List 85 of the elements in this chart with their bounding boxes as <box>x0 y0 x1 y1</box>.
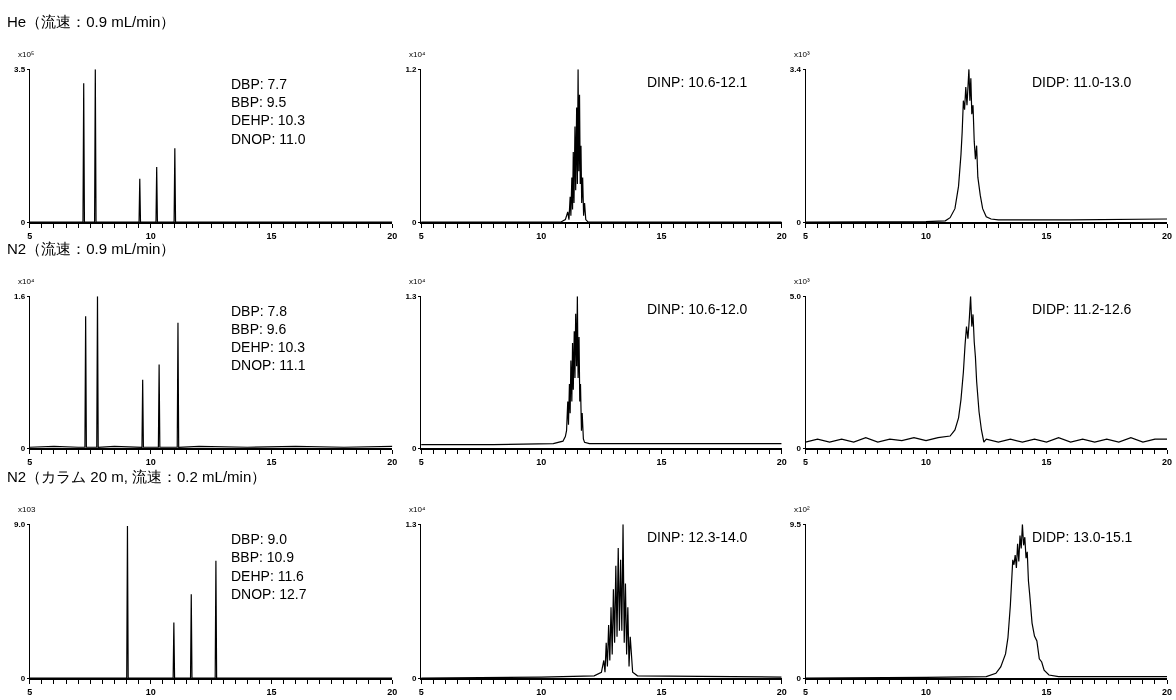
x-tick-label: 5 <box>27 230 33 241</box>
y-axis-title: x103 <box>18 505 36 514</box>
annotation: DIDP: 11.0-13.0 <box>1032 74 1132 90</box>
x-tick-label: 10 <box>536 230 547 241</box>
chart-title: N2（流速：0.9 mL/min） <box>7 240 176 257</box>
x-tick-label: 15 <box>656 456 667 467</box>
x-tick-label: 15 <box>656 686 667 697</box>
x-tick-label: 20 <box>1162 456 1173 467</box>
annotation: BBP: 9.6 <box>231 321 287 337</box>
x-tick-label: 20 <box>776 230 787 241</box>
x-tick-label: 15 <box>1041 230 1052 241</box>
y-tick-label: 0 <box>20 217 26 227</box>
y-axis-title: x10⁴ <box>409 50 426 59</box>
x-tick-label: 10 <box>536 686 547 697</box>
x-tick-label: 5 <box>418 230 424 241</box>
annotation: DBP: 9.0 <box>231 531 288 547</box>
line-series <box>421 296 782 446</box>
x-tick-label: 5 <box>803 230 809 241</box>
x-tick-label: 15 <box>266 686 277 697</box>
y-axis-title: x10⁵ <box>18 50 35 59</box>
annotation: DINP: 10.6-12.1 <box>647 74 748 90</box>
x-tick-label: 5 <box>418 456 424 467</box>
x-tick-label: 20 <box>1162 686 1173 697</box>
y-tick-label: 5.0 <box>789 291 802 301</box>
x-tick-label: 5 <box>803 686 809 697</box>
y-tick-label: 1.3 <box>405 291 418 301</box>
y-tick-label: 1.3 <box>405 520 418 530</box>
x-tick-label: 15 <box>266 230 277 241</box>
x-tick-label: 10 <box>145 456 156 467</box>
annotation: DEHP: 11.6 <box>231 568 305 584</box>
y-tick-label: 0 <box>20 444 26 454</box>
x-tick-label: 5 <box>418 686 424 697</box>
x-tick-label: 10 <box>145 230 156 241</box>
annotation: DBP: 7.8 <box>231 303 288 319</box>
x-tick-label: 20 <box>387 230 398 241</box>
x-tick-label: 15 <box>1041 456 1052 467</box>
y-tick-label: 0 <box>412 217 418 227</box>
x-tick-label: 5 <box>27 686 33 697</box>
x-tick-label: 5 <box>803 456 809 467</box>
annotation: DINP: 10.6-12.0 <box>647 301 748 317</box>
y-axis-title: x10⁴ <box>409 505 426 514</box>
x-tick-label: 20 <box>776 686 787 697</box>
annotation: DEHP: 10.3 <box>231 112 306 128</box>
x-tick-label: 15 <box>1041 686 1052 697</box>
y-axis-title: x10³ <box>794 277 810 286</box>
y-tick-label: 3.4 <box>789 64 802 74</box>
x-tick-label: 10 <box>921 686 932 697</box>
y-tick-label: 0 <box>20 674 26 684</box>
annotation: BBP: 10.9 <box>231 549 295 565</box>
annotation: DNOP: 11.1 <box>231 357 306 373</box>
x-tick-label: 10 <box>921 456 932 467</box>
y-tick-label: 0 <box>796 444 802 454</box>
y-tick-label: 0 <box>796 217 802 227</box>
annotation: DINP: 12.3-14.0 <box>647 529 748 545</box>
y-tick-label: 1.6 <box>14 291 26 301</box>
annotation: DEHP: 10.3 <box>231 339 306 355</box>
annotation: BBP: 9.5 <box>231 94 287 110</box>
y-tick-label: 1.2 <box>405 64 418 74</box>
x-tick-label: 5 <box>27 456 33 467</box>
y-axis-title: x10⁴ <box>409 277 426 286</box>
chart-title: He（流速：0.9 mL/min） <box>7 13 176 30</box>
y-tick-label: 9.0 <box>14 520 26 530</box>
x-tick-label: 20 <box>387 456 398 467</box>
x-tick-label: 10 <box>536 456 547 467</box>
annotation: DIDP: 11.2-12.6 <box>1032 301 1132 317</box>
y-axis-title: x10³ <box>794 50 810 59</box>
y-tick-label: 9.5 <box>789 520 802 530</box>
y-tick-label: 0 <box>412 674 418 684</box>
x-tick-label: 20 <box>387 686 398 697</box>
y-tick-label: 0 <box>412 444 418 454</box>
y-axis-title: x10² <box>794 505 810 514</box>
annotation: DNOP: 11.0 <box>231 131 306 147</box>
y-axis-title: x10⁴ <box>18 277 35 286</box>
x-tick-label: 20 <box>776 456 787 467</box>
y-tick-label: 0 <box>796 674 802 684</box>
x-tick-label: 10 <box>921 230 932 241</box>
annotation: DIDP: 13.0-15.1 <box>1032 529 1133 545</box>
y-tick-label: 3.5 <box>14 64 26 74</box>
x-tick-label: 10 <box>145 686 156 697</box>
chart-title: N2（カラム 20 m, 流速：0.2 mL/min） <box>7 468 267 485</box>
x-tick-label: 20 <box>1162 230 1173 241</box>
annotation: DBP: 7.7 <box>231 76 288 92</box>
x-tick-label: 15 <box>266 456 277 467</box>
x-tick-label: 15 <box>656 230 667 241</box>
annotation: DNOP: 12.7 <box>231 586 307 602</box>
